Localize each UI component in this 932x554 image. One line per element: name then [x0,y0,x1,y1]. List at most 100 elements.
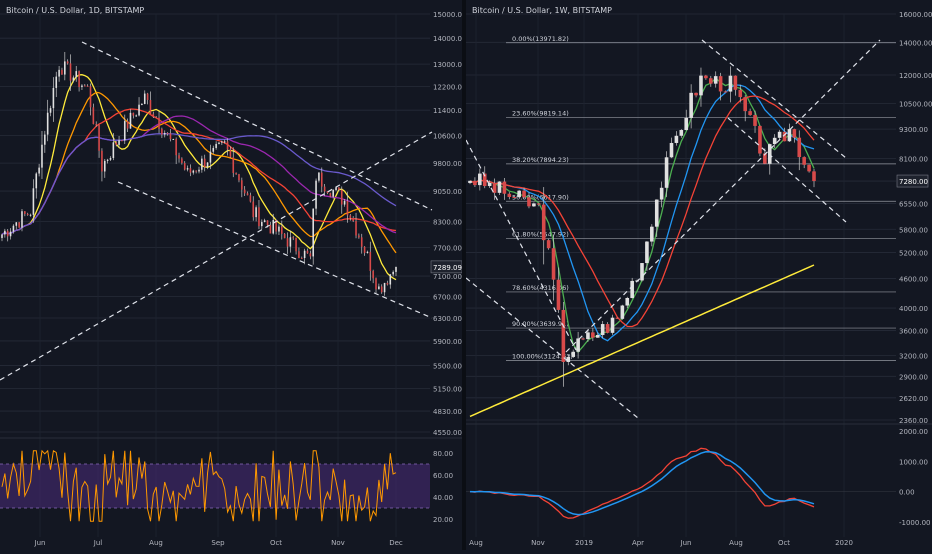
weekly-candle [699,75,703,96]
daily-candle [300,257,303,259]
daily-candle [49,108,52,113]
price-tick-label: 5200.00 [899,249,928,257]
weekly-candle [767,144,772,164]
weekly-candle [571,351,575,357]
daily-candle [329,193,332,197]
daily-candle [306,250,309,254]
daily-candle [64,61,66,75]
weekly-candle [753,115,757,126]
daily-candle [189,168,192,173]
price-tick-label: 9050.00 [433,188,462,196]
price-tick-label: 4830.00 [433,408,462,416]
weekly-candle [748,111,752,116]
daily-candle [12,225,15,232]
daily-candle [369,251,372,271]
daily-candle [72,77,75,81]
daily-candle [360,237,363,247]
weekly-candle [743,97,747,112]
trendline-downtrend-top [465,139,577,351]
daily-candle [101,150,103,172]
daily-candle [352,217,354,222]
price-tick-label: 7100.00 [433,273,462,281]
weekly-chart-svg[interactable]: 16000.00 14000.00 12000.00 10500.00 9300.00 8… [465,0,932,550]
rsi-tick-label: 40.00 [433,494,453,502]
weekly-candle [738,89,743,98]
daily-candle [263,220,266,223]
daily-candle [258,207,260,227]
weekly-candle [704,75,708,79]
weekly-candle [600,324,605,336]
daily-candle [112,142,115,159]
price-tick-label: 14000.00 [433,35,462,43]
fib-level-label: 23.60%(9819.14) [512,110,569,118]
weekly-candle [497,181,502,193]
weekly-candle [532,203,536,207]
daily-candle [75,71,78,78]
moving-average-line [1,133,397,235]
panel-divider[interactable] [462,0,466,550]
moving-average-line [469,77,815,354]
trendline-lower [117,181,433,319]
price-tick-label: 2360.00 [899,417,928,425]
daily-candle [163,133,166,135]
daily-candle [386,282,389,285]
current-price-tag [896,174,929,188]
daily-candle [109,158,112,160]
macd-line [469,447,815,519]
daily-candle [152,113,155,117]
price-tick-label: 5150.00 [433,386,462,394]
daily-candle [66,61,69,64]
weekly-candle [802,157,806,165]
daily-candle [81,85,83,88]
price-tick-label: 15000.00 [433,11,462,19]
weekly-candle [551,248,556,280]
price-tick-label: 2900.00 [899,373,928,381]
daily-candle [261,222,263,227]
daily-candle [241,180,243,190]
daily-chart-svg[interactable]: 15000.00 14000.00 13000.00 12200.00 11400.00… [0,0,466,550]
weekly-candle [812,171,816,182]
daily-candle [35,173,38,189]
daily-candle [92,107,95,125]
price-tick-label: 5900.00 [433,338,462,346]
daily-candle [389,274,392,285]
price-tick-label: 6550.00 [899,200,928,208]
daily-candle [9,231,12,237]
daily-candle [178,155,180,159]
weekly-candle [713,76,718,84]
price-tick-label: 16000.00 [899,11,932,19]
weekly-candle [581,338,585,340]
weekly-candle [512,196,517,198]
time-axis-label: Aug [149,539,163,547]
rsi-tick-label: 80.00 [433,450,453,458]
daily-candle [366,251,369,253]
daily-candle [129,112,132,129]
daily-candle [175,138,177,156]
daily-candle [32,188,35,215]
weekly-candle [625,297,630,306]
moving-average-line [1,91,397,254]
weekly-candle [507,193,512,197]
weekly-candle [591,332,595,338]
daily-candle [98,125,100,151]
weekly-chart-panel[interactable]: Bitcoin / U.S. Dollar, 1W, BITSTAMP 1600… [465,0,932,550]
daily-candle [309,253,312,257]
daily-chart-title: Bitcoin / U.S. Dollar, 1D, BITSTAMP [6,6,145,15]
daily-candle [266,220,269,226]
weekly-candle [684,117,689,131]
daily-chart-panel[interactable]: Bitcoin / U.S. Dollar, 1D, BITSTAMP 1500… [0,0,466,550]
daily-candle [252,201,255,218]
weekly-candle [709,78,713,84]
fib-level-label: 78.60%(4316.06) [512,284,569,292]
price-tick-label: 4550.00 [433,429,462,437]
daily-candle [135,115,137,117]
time-axis-label: 2020 [835,539,853,547]
daily-candle [143,93,146,104]
moving-average-line [469,84,815,342]
daily-candle [332,190,334,197]
weekly-candle [792,129,797,138]
daily-candle [201,158,203,170]
daily-candle [46,112,49,135]
daily-candle [238,174,240,181]
daily-candle [61,69,63,75]
